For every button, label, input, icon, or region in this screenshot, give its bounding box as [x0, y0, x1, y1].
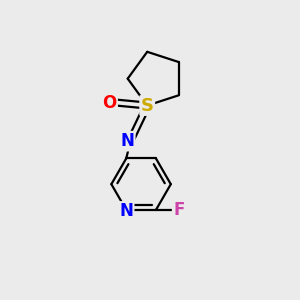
Text: N: N — [119, 202, 133, 220]
Text: O: O — [102, 94, 117, 112]
Text: N: N — [120, 132, 134, 150]
Text: S: S — [141, 97, 154, 115]
Text: F: F — [173, 201, 184, 219]
